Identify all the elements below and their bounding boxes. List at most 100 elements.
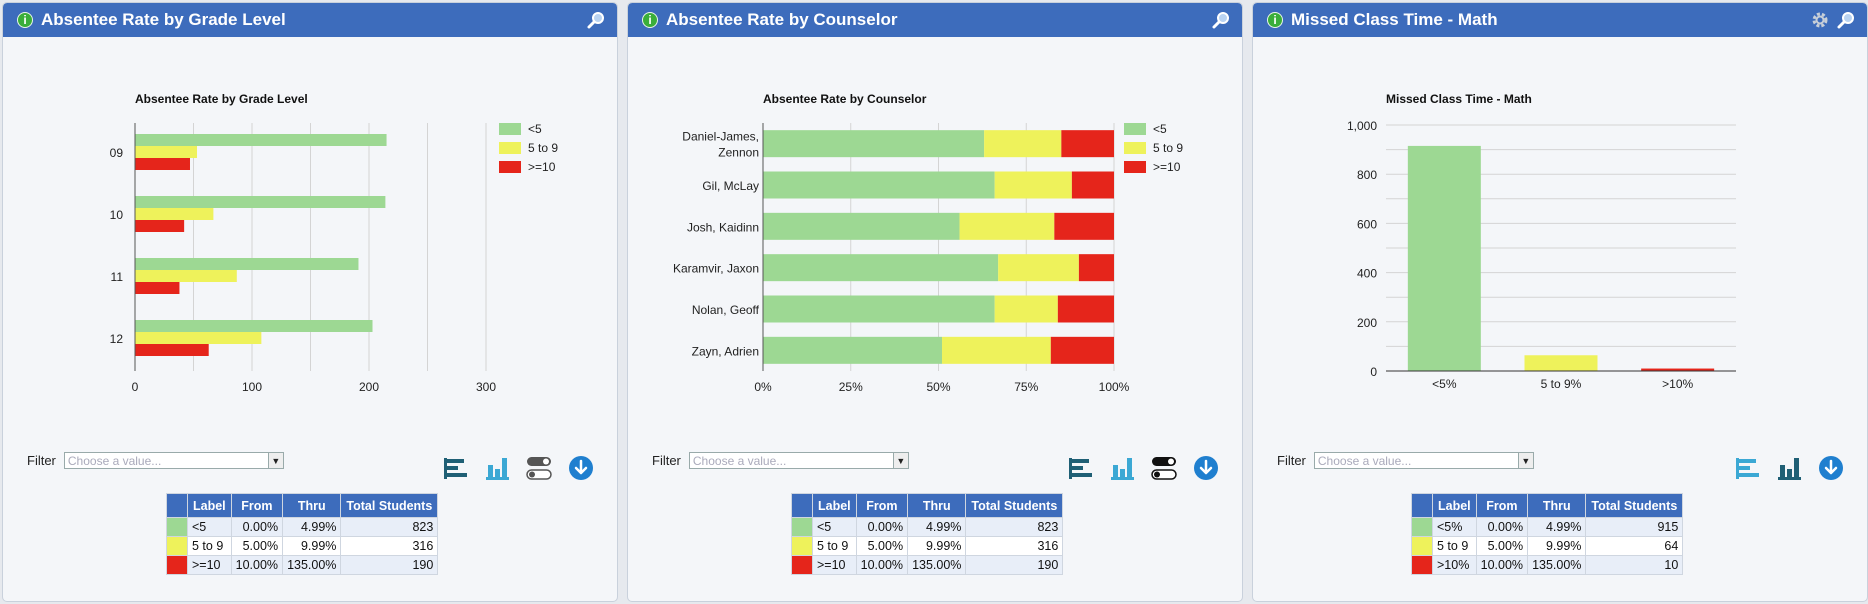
info-icon[interactable]: i xyxy=(642,12,658,28)
y-tick-label: Zennon xyxy=(718,146,759,160)
row-thru: 135.00% xyxy=(282,555,342,575)
table-row: <5 0.00% 4.99% 823 xyxy=(166,517,439,537)
col-from: From xyxy=(1475,493,1529,518)
filter-select[interactable]: Choose a value... ▼ xyxy=(688,452,909,469)
filter-placeholder: Choose a value... xyxy=(692,454,787,468)
bar xyxy=(135,282,180,294)
y-tick-label: 600 xyxy=(1357,217,1377,231)
filter: Filter Choose a value... ▼ xyxy=(652,452,909,469)
row-label: 5 to 9 xyxy=(812,536,857,556)
col-from: From xyxy=(230,493,284,518)
legend-label: 5 to 9 xyxy=(528,141,558,155)
search-icon[interactable] xyxy=(1835,9,1857,31)
info-icon[interactable]: i xyxy=(1267,12,1283,28)
x-tick-label: 0 xyxy=(132,380,139,394)
row-from: 10.00% xyxy=(230,555,284,575)
row-total: 823 xyxy=(340,517,439,537)
panel-header: i Absentee Rate by Counselor xyxy=(628,3,1242,37)
row-label: >=10 xyxy=(187,555,232,575)
horizontal-bar-chart-icon[interactable] xyxy=(1733,454,1761,482)
panel-title: Absentee Rate by Grade Level xyxy=(41,10,286,29)
panel-header: i Absentee Rate by Grade Level xyxy=(3,3,617,37)
row-from: 10.00% xyxy=(1475,555,1529,575)
bar-segment xyxy=(994,295,1058,323)
bar-segment xyxy=(763,130,985,158)
y-tick-label: Nolan, Geoff xyxy=(692,303,760,317)
table-row: 5 to 9 5.00% 9.99% 316 xyxy=(166,536,439,556)
color-swatch xyxy=(166,517,188,537)
y-tick-label: 09 xyxy=(110,146,124,160)
legend-table: Label From Thru Total Students <5 0.00% … xyxy=(166,493,439,575)
row-from: 5.00% xyxy=(1475,536,1529,556)
y-tick-label: 10 xyxy=(110,208,124,222)
row-total: 316 xyxy=(965,536,1064,556)
bar xyxy=(1407,145,1481,371)
chevron-down-icon[interactable]: ▼ xyxy=(892,453,908,468)
row-total: 915 xyxy=(1585,517,1684,537)
legend-swatch xyxy=(1124,142,1146,154)
table-row: <5 0.00% 4.99% 823 xyxy=(791,517,1064,537)
x-tick-label: 100 xyxy=(242,380,262,394)
toggle-icon[interactable] xyxy=(525,454,553,482)
bar xyxy=(135,332,262,344)
gear-icon[interactable] xyxy=(1809,9,1831,31)
legend-label: 5 to 9 xyxy=(1153,141,1183,155)
y-tick-label: 800 xyxy=(1357,168,1377,182)
bar xyxy=(135,270,237,282)
download-icon[interactable] xyxy=(567,454,595,482)
row-total: 823 xyxy=(965,517,1064,537)
col-label: Label xyxy=(187,493,232,518)
table-row: >=10 10.00% 135.00% 190 xyxy=(166,555,439,575)
row-thru: 9.99% xyxy=(282,536,342,556)
info-icon[interactable]: i xyxy=(17,12,33,28)
bar-segment xyxy=(1054,212,1114,240)
y-tick-label: 12 xyxy=(110,332,124,346)
panel-title: Absentee Rate by Counselor xyxy=(666,10,898,29)
chevron-down-icon[interactable]: ▼ xyxy=(1517,453,1533,468)
row-from: 0.00% xyxy=(1475,517,1529,537)
bar-segment xyxy=(763,254,999,282)
y-tick-label: 0 xyxy=(1370,365,1377,379)
row-label: >10% xyxy=(1432,555,1477,575)
col-swatch xyxy=(166,493,188,518)
row-thru: 9.99% xyxy=(907,536,967,556)
x-tick-label: 75% xyxy=(1014,380,1038,394)
legend-label: >=10 xyxy=(528,160,556,174)
vertical-bar-chart-icon[interactable] xyxy=(1108,454,1136,482)
row-from: 5.00% xyxy=(855,536,909,556)
color-swatch xyxy=(1411,555,1433,575)
filter: Filter Choose a value... ▼ xyxy=(1277,452,1534,469)
col-total: Total Students xyxy=(340,493,439,518)
color-swatch xyxy=(791,536,813,556)
x-tick-label: 200 xyxy=(359,380,379,394)
col-swatch xyxy=(791,493,813,518)
download-icon[interactable] xyxy=(1817,454,1845,482)
legend-table: Label From Thru Total Students <5 0.00% … xyxy=(791,493,1064,575)
vertical-bar-chart-icon[interactable] xyxy=(483,454,511,482)
chart-missed-class: Missed Class Time - Math 0 200 400 600 800 1,0… xyxy=(1253,37,1867,417)
legend-table: Label From Thru Total Students <5% 0.00%… xyxy=(1411,493,1684,575)
filter-select[interactable]: Choose a value... ▼ xyxy=(63,452,284,469)
color-swatch xyxy=(791,517,813,537)
col-thru: Thru xyxy=(282,493,342,518)
bar xyxy=(135,208,214,220)
horizontal-bar-chart-icon[interactable] xyxy=(1066,454,1094,482)
horizontal-bar-chart-icon[interactable] xyxy=(441,454,469,482)
color-swatch xyxy=(791,555,813,575)
search-icon[interactable] xyxy=(1210,9,1232,31)
x-tick-label: 300 xyxy=(476,380,496,394)
table-header-row: Label From Thru Total Students xyxy=(1411,493,1684,518)
search-icon[interactable] xyxy=(585,9,607,31)
bar xyxy=(135,258,359,270)
toggle-icon[interactable] xyxy=(1150,454,1178,482)
col-total: Total Students xyxy=(965,493,1064,518)
chart-tools xyxy=(427,454,595,482)
legend-swatch xyxy=(499,142,521,154)
row-label: <5 xyxy=(812,517,857,537)
vertical-bar-chart-icon[interactable] xyxy=(1775,454,1803,482)
download-icon[interactable] xyxy=(1192,454,1220,482)
filter-select[interactable]: Choose a value... ▼ xyxy=(1313,452,1534,469)
filter: Filter Choose a value... ▼ xyxy=(27,452,284,469)
chevron-down-icon[interactable]: ▼ xyxy=(267,453,283,468)
bar-segment xyxy=(1061,130,1114,158)
